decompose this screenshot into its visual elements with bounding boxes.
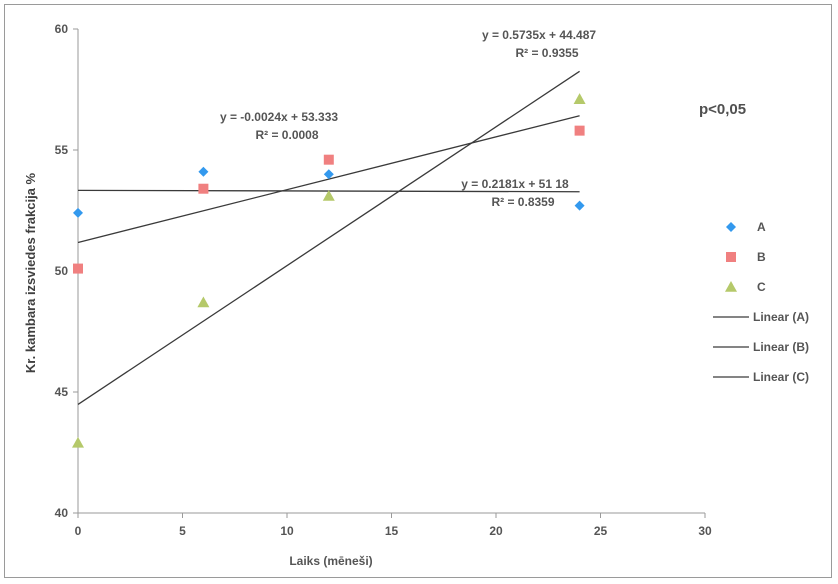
y-tick-label: 45 [55,385,69,399]
x-tick-label: 20 [489,524,503,538]
legend-label: Linear (B) [753,340,809,354]
legend: A B C Linear (A) Linear (B) Linear (C) [713,220,809,384]
chart-svg: 0 5 10 15 20 25 30 40 45 50 55 60 y = -0.0024x + 53… [23,22,809,568]
x-tick-label: 30 [698,524,712,538]
data-point-a [323,169,334,180]
legend-marker-b [726,252,736,262]
trendline-equation: y = 0.2181x + 51 18 [461,177,569,191]
y-tick-label: 40 [55,506,69,520]
x-tick-label: 0 [75,524,82,538]
p-value-annotation: p<0,05 [699,101,746,118]
trendline-equation: y = 0.5735x + 44.487 [482,28,596,42]
x-tick-label: 25 [594,524,608,538]
legend-label: B [757,250,766,264]
legend-label: C [757,280,766,294]
data-point-c [573,93,586,104]
x-tick-label: 15 [385,524,399,538]
y-tick-label: 50 [55,264,69,278]
data-point-b [574,125,585,136]
data-point-a [574,200,585,211]
trendline-r-squared: R² = 0.9355 [515,46,578,60]
legend-label: A [757,220,766,234]
x-tick-label: 10 [280,524,294,538]
data-point-b [323,154,334,165]
point-layer [72,93,586,448]
data-point-c [72,436,84,448]
y-axis-title: Kr. kambara izsviedes frakcija % [23,172,38,373]
equation-layer: y = -0.0024x + 53.333 R² = 0.0008 y = 0.21… [220,28,596,209]
trendline-c [77,70,580,405]
trendline-r-squared: R² = 0.8359 [491,195,554,209]
x-tick-label: 5 [179,524,186,538]
legend-marker-a [726,222,736,232]
data-point-b [198,183,209,194]
legend-label: Linear (A) [753,310,809,324]
legend-label: Linear (C) [753,370,809,384]
y-tick-label: 60 [55,22,69,36]
x-axis-title: Laiks (mēneši) [289,554,372,568]
legend-marker-c [725,281,737,292]
data-point-c [322,189,335,201]
data-point-a [198,166,209,177]
data-point-c [197,296,210,308]
chart-frame: 0 5 10 15 20 25 30 40 45 50 55 60 y = -0.0024x + 53… [4,4,832,578]
axes: 0 5 10 15 20 25 30 40 45 50 55 60 [55,22,712,538]
trendline-equation: y = -0.0024x + 53.333 [220,110,338,124]
y-tick-label: 55 [55,143,69,157]
data-point-b [73,263,83,274]
trendline-r-squared: R² = 0.0008 [255,128,318,142]
data-point-a [73,207,83,218]
